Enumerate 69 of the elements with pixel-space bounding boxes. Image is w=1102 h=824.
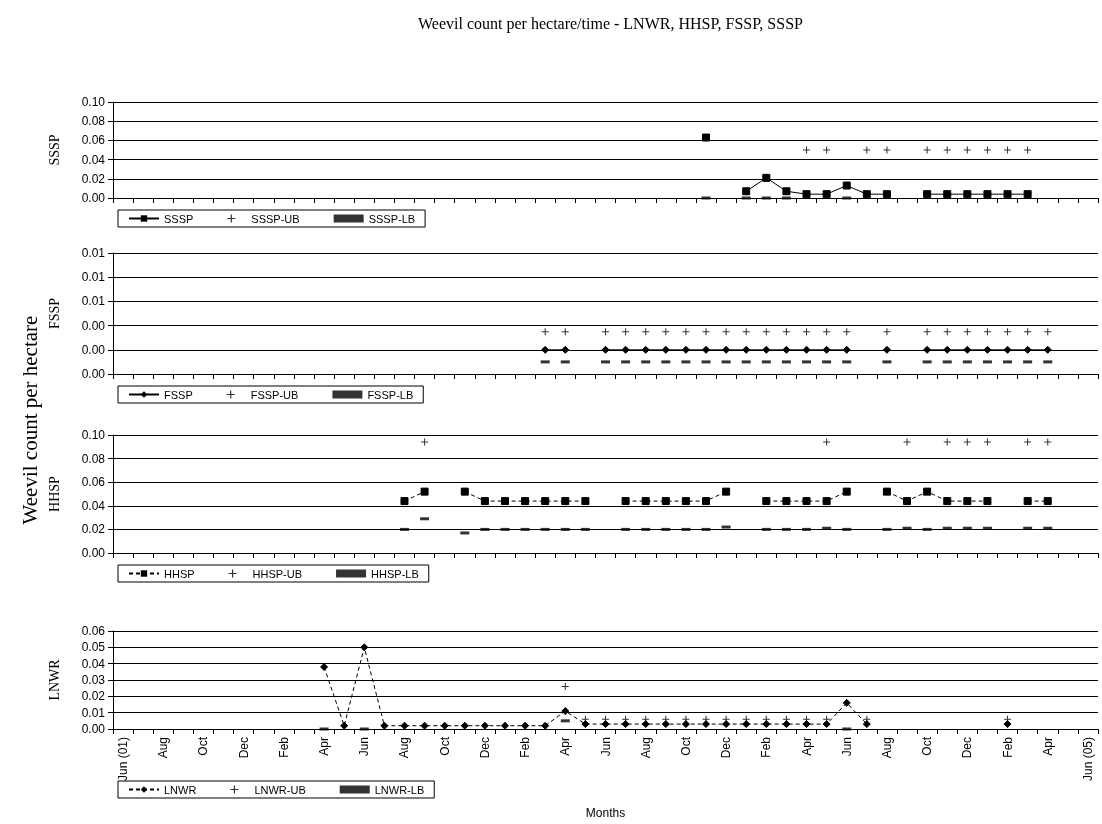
legend-label: FSSP-LB (367, 388, 414, 401)
y-tick-label: 0.10 (81, 95, 106, 109)
x-tick-label: Apr (799, 737, 814, 756)
legend-label: LNWR-UB (254, 783, 306, 796)
x-tick-label: Dec (960, 737, 975, 759)
y-tick-label: 0.02 (81, 171, 106, 186)
x-tick-label: Aug (879, 737, 894, 759)
x-tick-label: Jun (05) (1080, 737, 1095, 782)
y-axis-title: FSSP (46, 297, 62, 330)
x-tick-label: Oct (678, 736, 693, 756)
x-tick-label: Aug (397, 737, 412, 759)
x-tick-label: Apr (558, 737, 573, 756)
legend-label: LNWR (164, 783, 197, 796)
y-tick-label: 0.01 (81, 246, 106, 260)
y-axis-title: HHSP (46, 475, 62, 512)
y-tick-label: 0.00 (81, 191, 106, 205)
x-tick-label: Dec (719, 737, 734, 759)
y-tick-label: 0.01 (81, 705, 106, 720)
x-tick-label: Aug (156, 737, 171, 759)
y-tick-label: 0.04 (81, 152, 106, 167)
y-tick-label: 0.01 (81, 270, 106, 285)
y-tick-label: 0.06 (81, 624, 106, 638)
x-tick-label: Apr (317, 737, 332, 756)
y-tick-label: 0.10 (81, 428, 106, 442)
y-axis-title: SSSP (46, 134, 62, 166)
y-tick-label: 0.00 (81, 546, 106, 560)
x-tick-label: Aug (638, 737, 653, 759)
legend-label: SSSP-UB (251, 212, 300, 225)
y-tick-label: 0.00 (81, 722, 106, 736)
y-tick-label: 0.08 (81, 114, 106, 129)
x-tick-label: Jun (598, 737, 613, 757)
y-tick-label: 0.04 (81, 656, 106, 671)
x-tick-label: Jun (357, 737, 372, 757)
legend-label: SSSP-LB (368, 212, 416, 225)
y-tick-label: 0.06 (81, 133, 106, 148)
x-axis-title: Months (585, 806, 626, 820)
legend-label: HHSP-LB (371, 567, 419, 580)
legend-label: SSSP (164, 212, 194, 225)
y-tick-label: 0.03 (81, 673, 106, 687)
legend-label: FSSP-UB (250, 388, 299, 401)
y-tick-label: 0.02 (81, 522, 106, 537)
legend-label: LNWR-LB (374, 783, 425, 796)
legend-label: HHSP-UB (252, 567, 303, 580)
x-tick-label: Feb (518, 736, 533, 758)
y-tick-label: 0.00 (81, 318, 106, 333)
y-tick-label: 0.04 (81, 498, 106, 513)
x-tick-label: Dec (477, 737, 492, 759)
y-tick-label: 0.00 (81, 342, 106, 357)
x-tick-label: Apr (1040, 737, 1055, 756)
y-tick-label: 0.05 (81, 640, 106, 655)
y-tick-label: 0.00 (81, 367, 106, 381)
x-tick-label: Jun (01) (116, 737, 131, 782)
text: Weevil count per hectare (17, 315, 43, 525)
x-tick-label: Feb (759, 736, 774, 758)
y-tick-label: 0.02 (81, 689, 106, 704)
x-tick-label: Oct (437, 736, 452, 756)
x-tick-label: Oct (920, 736, 935, 756)
y-tick-label: 0.08 (81, 451, 106, 466)
x-tick-label: Feb (1000, 736, 1015, 758)
y-tick-label: 0.01 (81, 294, 106, 309)
x-tick-label: Feb (276, 736, 291, 758)
x-tick-label: Jun (839, 737, 854, 757)
x-tick-label: Oct (196, 736, 211, 756)
legend-label: HHSP (164, 567, 195, 580)
legend-label: FSSP (164, 388, 193, 401)
y-tick-label: 0.06 (81, 475, 106, 490)
chart-title: Weevil count per hectare/time - LNWR, HHSP, FSSP, SSSP (418, 14, 804, 33)
x-tick-label: Dec (236, 737, 251, 759)
y-axis-title: LNWR (46, 658, 62, 701)
